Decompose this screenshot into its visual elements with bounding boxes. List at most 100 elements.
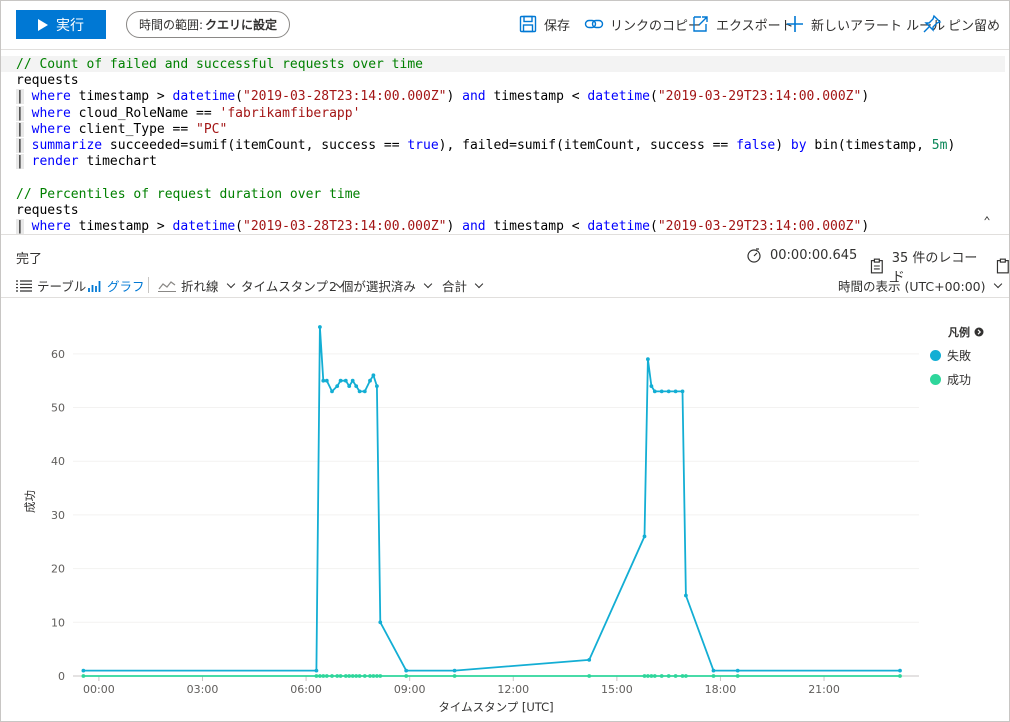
legend-label: 失敗 xyxy=(947,349,972,363)
pin-icon xyxy=(923,14,942,33)
data-point xyxy=(649,674,654,678)
data-point xyxy=(673,389,678,394)
aggregation-dropdown[interactable]: 合計 xyxy=(442,276,484,295)
y-tick-label: 60 xyxy=(51,348,65,361)
data-point xyxy=(452,674,457,678)
copy-link-button[interactable]: リンクのコピー xyxy=(584,13,701,35)
data-point xyxy=(898,674,902,678)
query-editor[interactable]: // Count of failed and successful reques… xyxy=(0,51,1010,235)
data-point xyxy=(314,668,319,673)
data-point xyxy=(318,674,322,678)
code-line[interactable]: // Count of failed and successful reques… xyxy=(16,57,423,72)
run-label: 実行 xyxy=(56,17,84,34)
query-state: 完了 xyxy=(16,252,43,267)
x-axis-dropdown[interactable]: タイムスタンプ xyxy=(241,276,345,295)
data-point xyxy=(652,389,657,394)
data-point xyxy=(347,674,352,678)
x-tick-label: 21:00 xyxy=(808,683,840,696)
time-range-button[interactable]: 時間の範囲: クエリに設定 xyxy=(126,11,291,38)
code-line[interactable]: | where timestamp > datetime("2019-03-28… xyxy=(16,89,870,105)
data-point xyxy=(378,620,383,625)
collapse-editor-icon[interactable]: ⌃ xyxy=(983,214,991,228)
chevron-down-icon xyxy=(226,279,235,288)
data-point xyxy=(404,674,409,678)
data-point xyxy=(338,378,343,383)
data-point xyxy=(652,674,657,678)
bar-chart-icon xyxy=(88,280,101,292)
data-point xyxy=(735,668,740,673)
pin-button[interactable]: ピン留め xyxy=(922,13,1000,35)
series-dropdown[interactable]: 2 個が選択済み xyxy=(329,276,433,295)
data-point xyxy=(343,674,348,678)
pin-label: ピン留め xyxy=(948,18,1001,34)
data-point xyxy=(684,593,688,598)
data-point xyxy=(646,674,650,678)
x-tick-label: 18:00 xyxy=(705,683,737,696)
code-line[interactable]: | where client_Type == "PC" xyxy=(16,121,228,137)
tab-table[interactable]: テーブル xyxy=(16,276,86,295)
save-label: 保存 xyxy=(544,18,571,34)
time-display-dropdown[interactable]: 時間の表示 (UTC+00:00) xyxy=(838,276,1002,295)
chevron-down-icon xyxy=(474,279,484,288)
data-point xyxy=(404,668,409,673)
record-count: 35 件のレコード xyxy=(870,247,1010,285)
y-tick-label: 40 xyxy=(51,455,65,468)
legend-entry[interactable]: 失敗 xyxy=(930,347,984,364)
time-range-value: クエリに設定 xyxy=(205,18,278,32)
chevron-down-icon xyxy=(423,279,433,288)
code-line[interactable]: // Percentiles of request duration over … xyxy=(16,186,361,202)
code-line[interactable]: requests xyxy=(16,202,79,218)
data-point xyxy=(711,668,716,673)
chart-type-dropdown[interactable]: 折れ線 xyxy=(158,276,235,295)
view-toolbar: テーブル グラフ 折れ線 タイムスタンプ 2 個が選択済み 合計 時間の表示 (… xyxy=(0,272,1010,298)
code-line[interactable]: | summarize succeeded=sumif(itemCount, s… xyxy=(16,138,956,153)
chart-legend: 凡例 失敗成功 xyxy=(930,324,984,388)
x-axis-label: タイムスタンプ xyxy=(241,279,328,294)
legend-entry[interactable]: 成功 xyxy=(930,371,984,388)
link-icon xyxy=(584,19,604,29)
data-point xyxy=(318,325,322,329)
x-tick-label: 15:00 xyxy=(601,683,633,696)
data-point xyxy=(330,674,334,678)
y-tick-label: 30 xyxy=(51,509,65,522)
new-alert-rule-button[interactable]: 新しいアラート ルール xyxy=(785,13,945,35)
data-point xyxy=(371,674,376,678)
export-button[interactable]: エクスポート xyxy=(690,13,794,35)
copy-records-icon[interactable] xyxy=(996,258,1010,274)
query-toolbar: 実行 時間の範囲: クエリに設定 保存 リンクのコピー エクスポート 新しいアラ… xyxy=(0,0,1010,50)
save-button[interactable]: 保存 xyxy=(518,13,570,35)
data-point xyxy=(354,674,359,678)
data-point xyxy=(659,389,664,394)
y-axis-title: 成功 xyxy=(23,490,37,513)
run-button[interactable]: 実行 xyxy=(16,10,106,39)
data-point xyxy=(642,534,647,539)
toolbar-divider xyxy=(148,277,149,293)
plus-icon xyxy=(787,16,803,32)
tab-chart[interactable]: グラフ xyxy=(88,276,145,295)
code-line[interactable]: | where cloud_RoleName == 'fabrikamfiber… xyxy=(16,105,361,121)
code-line[interactable]: requests xyxy=(16,73,79,89)
data-point xyxy=(338,674,343,678)
data-point xyxy=(368,378,372,383)
new-alert-label: 新しいアラート ルール xyxy=(811,18,946,34)
data-point xyxy=(735,674,740,678)
timechart: 0 10 20 30 40 50 60 00:00 03:00 06:00 09:00 12:00 15… xyxy=(0,300,1010,720)
legend-title[interactable]: 凡例 xyxy=(948,324,984,340)
data-point xyxy=(81,668,86,673)
data-point xyxy=(324,674,329,678)
copy-link-label: リンクのコピー xyxy=(610,18,702,34)
data-point xyxy=(321,674,326,678)
code-line[interactable]: | where timestamp > datetime("2019-03-28… xyxy=(16,219,870,234)
table-icon xyxy=(16,279,32,292)
data-point xyxy=(347,384,352,388)
data-point xyxy=(898,668,902,673)
code-line[interactable]: | render timechart xyxy=(16,154,157,170)
record-count-value: 35 件のレコード xyxy=(891,251,978,285)
save-icon xyxy=(519,15,537,33)
chart-type-label: 折れ線 xyxy=(181,279,219,294)
tab-table-label: テーブル xyxy=(37,279,87,294)
data-point xyxy=(330,389,334,394)
current-line-highlight xyxy=(0,56,1005,72)
aggregation-label: 合計 xyxy=(442,279,468,294)
data-point xyxy=(375,674,379,678)
